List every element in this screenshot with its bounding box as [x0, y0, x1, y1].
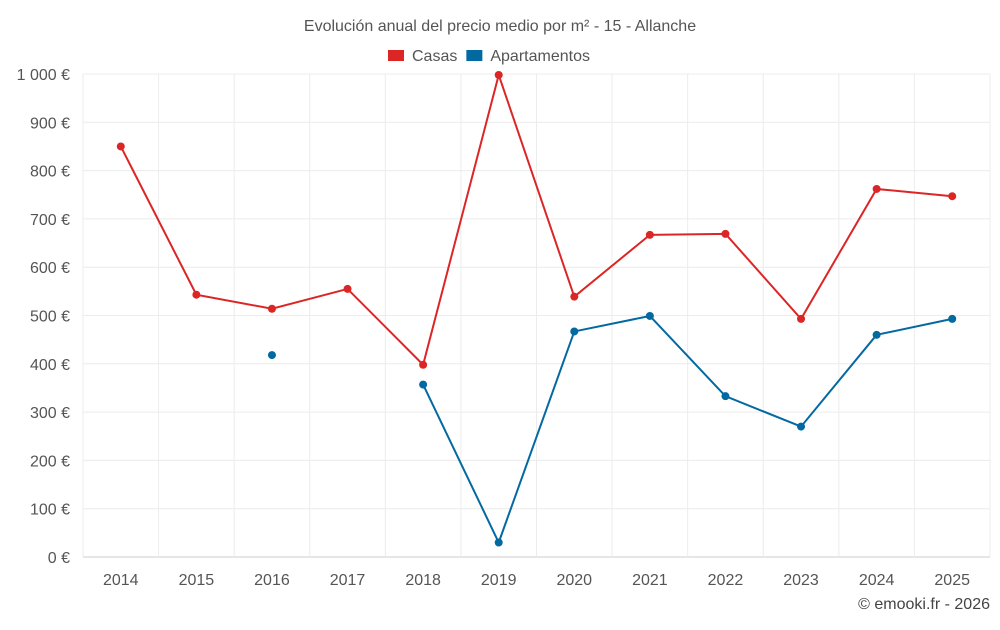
legend-swatch-apartamentos: [466, 50, 483, 61]
y-tick-label: 800 €: [30, 164, 70, 181]
series-apartamentos: [267, 311, 957, 547]
y-tick-label: 600 €: [30, 260, 70, 277]
x-tick-label: 2016: [254, 572, 290, 589]
data-point: [494, 70, 503, 79]
x-tick-label: 2017: [330, 572, 366, 589]
data-point: [948, 314, 957, 323]
x-tick-label: 2014: [103, 572, 139, 589]
data-point: [116, 142, 125, 151]
data-point: [948, 192, 957, 201]
y-tick-label: 400 €: [30, 357, 70, 374]
data-point: [645, 230, 654, 239]
x-tick-label: 2025: [934, 572, 970, 589]
data-point: [267, 304, 276, 313]
y-tick-label: 700 €: [30, 212, 70, 229]
series-line: [119, 71, 953, 367]
data-point: [721, 392, 730, 401]
legend-swatch-casas: [388, 50, 404, 61]
y-tick-label: 500 €: [30, 309, 70, 326]
x-tick-label: 2022: [708, 572, 744, 589]
grid: [82, 73, 991, 558]
x-tick-label: 2019: [481, 572, 517, 589]
y-tick-label: 100 €: [30, 502, 70, 519]
y-tick-label: 900 €: [30, 115, 70, 132]
x-tick-label: 2023: [783, 572, 819, 589]
x-tick-label: 2018: [405, 572, 441, 589]
data-point: [419, 360, 428, 369]
axes: 0 € 100 € 200 € 300 € 400 € 500 € 600 € 700 € 80…: [17, 67, 970, 589]
data-point: [419, 380, 428, 389]
data-point: [192, 290, 201, 299]
x-tick-label: 2021: [632, 572, 668, 589]
data-point: [797, 314, 806, 323]
x-tick-label: 2024: [859, 572, 895, 589]
series-line: [422, 314, 953, 546]
y-tick-label: 300 €: [30, 405, 70, 422]
data-point: [494, 538, 503, 547]
data-point: [267, 351, 276, 360]
data-point: [872, 184, 881, 193]
credit-text: © emooki.fr - 2026: [858, 596, 990, 613]
data-point: [570, 292, 579, 301]
data-point: [343, 284, 352, 293]
legend-label-apartamentos: Apartamentos: [490, 48, 590, 65]
x-tick-label: 2020: [556, 572, 592, 589]
data-point: [797, 422, 806, 431]
legend: Casas Apartamentos: [388, 48, 590, 65]
x-tick-label: 2015: [179, 572, 215, 589]
data-point: [570, 327, 579, 336]
series-group: [116, 70, 957, 547]
y-tick-label: 0 €: [48, 550, 70, 567]
y-tick-label: 200 €: [30, 453, 70, 470]
data-point: [872, 330, 881, 339]
data-point: [645, 311, 654, 320]
data-point: [721, 229, 730, 238]
chart-title: Evolución anual del precio medio por m² …: [304, 18, 696, 35]
series-casas: [116, 70, 957, 369]
legend-label-casas: Casas: [412, 48, 457, 65]
y-tick-label: 1 000 €: [17, 67, 70, 84]
